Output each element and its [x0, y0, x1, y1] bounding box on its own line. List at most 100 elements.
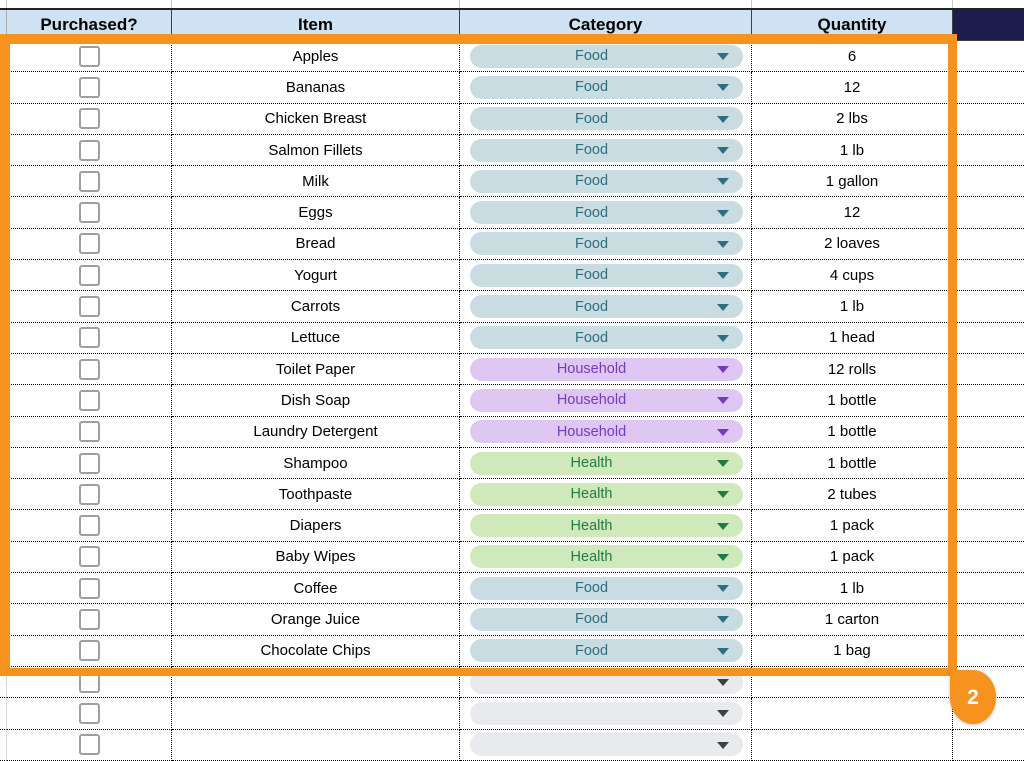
category-dropdown[interactable]: Food	[470, 639, 743, 663]
extra-cell[interactable]	[953, 197, 1024, 229]
checkbox[interactable]	[78, 546, 100, 568]
category-dropdown[interactable]: Household	[470, 420, 743, 444]
header-item[interactable]: Item	[172, 10, 460, 40]
extra-cell[interactable]	[953, 573, 1024, 605]
extra-cell[interactable]	[953, 448, 1024, 480]
item-cell[interactable]	[172, 729, 460, 761]
checkbox[interactable]	[78, 76, 100, 98]
checkbox[interactable]	[78, 734, 100, 756]
quantity-cell[interactable]: 2 lbs	[752, 103, 953, 135]
extra-cell[interactable]	[953, 291, 1024, 323]
extra-cell[interactable]	[953, 104, 1024, 135]
category-dropdown[interactable]: Food	[470, 576, 743, 600]
category-dropdown[interactable]: Food	[470, 107, 743, 131]
category-dropdown[interactable]: Food	[470, 75, 743, 99]
extra-cell[interactable]	[953, 698, 1024, 730]
checkbox[interactable]	[78, 45, 100, 67]
item-cell[interactable]: Lettuce	[172, 322, 460, 354]
quantity-cell[interactable]: 1 head	[752, 322, 953, 354]
item-cell[interactable]: Yogurt	[172, 260, 460, 292]
extra-cell[interactable]	[953, 41, 1024, 73]
category-dropdown[interactable]: Food	[470, 295, 743, 319]
extra-cell[interactable]	[953, 479, 1024, 511]
item-cell[interactable]: Coffee	[172, 573, 460, 605]
category-dropdown[interactable]	[470, 670, 743, 694]
quantity-cell[interactable]: 1 lb	[752, 291, 953, 323]
item-cell[interactable]: Shampoo	[172, 447, 460, 480]
checkbox[interactable]	[78, 202, 100, 224]
quantity-cell[interactable]	[752, 666, 953, 699]
item-cell[interactable]: Orange Juice	[172, 604, 460, 636]
extra-cell[interactable]	[953, 354, 1024, 386]
category-dropdown[interactable]	[470, 733, 743, 757]
checkbox[interactable]	[78, 358, 100, 380]
category-dropdown[interactable]: Food	[470, 169, 743, 193]
checkbox[interactable]	[78, 389, 100, 411]
extra-cell[interactable]	[953, 510, 1024, 542]
checkbox[interactable]	[78, 139, 100, 161]
item-cell[interactable]: Eggs	[172, 197, 460, 229]
extra-cell[interactable]	[953, 542, 1024, 574]
item-cell[interactable]: Chicken Breast	[172, 103, 460, 135]
header-category[interactable]: Category	[460, 10, 752, 40]
checkbox[interactable]	[78, 108, 100, 130]
item-cell[interactable]: Apples	[172, 41, 460, 73]
extra-cell[interactable]	[953, 730, 1024, 761]
quantity-cell[interactable]: 2 loaves	[752, 228, 953, 261]
extra-cell[interactable]	[953, 636, 1024, 667]
checkbox[interactable]	[78, 264, 100, 286]
quantity-cell[interactable]	[752, 698, 953, 730]
header-quantity[interactable]: Quantity	[752, 10, 953, 40]
quantity-cell[interactable]: 12 rolls	[752, 353, 953, 386]
quantity-cell[interactable]: 1 bottle	[752, 385, 953, 417]
checkbox[interactable]	[78, 640, 100, 662]
checkbox[interactable]	[78, 296, 100, 318]
checkbox[interactable]	[78, 327, 100, 349]
item-cell[interactable]: Laundry Detergent	[172, 416, 460, 448]
item-cell[interactable]: Carrots	[172, 291, 460, 323]
category-dropdown[interactable]: Food	[470, 607, 743, 631]
item-cell[interactable]: Baby Wipes	[172, 541, 460, 574]
extra-cell[interactable]	[953, 323, 1024, 354]
checkbox[interactable]	[78, 515, 100, 537]
category-dropdown[interactable]: Household	[470, 388, 743, 412]
category-dropdown[interactable]: Health	[470, 451, 743, 475]
quantity-cell[interactable]: 4 cups	[752, 260, 953, 292]
category-dropdown[interactable]: Household	[470, 357, 743, 381]
header-dark-cell[interactable]	[953, 10, 1024, 40]
item-cell[interactable]: Toilet Paper	[172, 353, 460, 386]
item-cell[interactable]: Milk	[172, 166, 460, 198]
quantity-cell[interactable]	[752, 729, 953, 761]
checkbox[interactable]	[78, 577, 100, 599]
extra-cell[interactable]	[953, 72, 1024, 104]
checkbox[interactable]	[78, 421, 100, 443]
quantity-cell[interactable]: 1 bottle	[752, 447, 953, 480]
item-cell[interactable]	[172, 698, 460, 730]
quantity-cell[interactable]: 12	[752, 197, 953, 229]
checkbox[interactable]	[78, 608, 100, 630]
item-cell[interactable]: Diapers	[172, 510, 460, 542]
checkbox[interactable]	[78, 170, 100, 192]
quantity-cell[interactable]: 1 pack	[752, 541, 953, 574]
item-cell[interactable]: Toothpaste	[172, 479, 460, 511]
extra-cell[interactable]	[953, 135, 1024, 167]
category-dropdown[interactable]: Health	[470, 482, 743, 506]
header-purchased[interactable]: Purchased?	[7, 10, 172, 40]
category-dropdown[interactable]: Food	[470, 44, 743, 68]
extra-cell[interactable]	[953, 417, 1024, 448]
category-dropdown[interactable]	[470, 701, 743, 725]
quantity-cell[interactable]: 1 lb	[752, 134, 953, 167]
extra-cell[interactable]	[953, 604, 1024, 636]
extra-cell[interactable]	[953, 166, 1024, 198]
checkbox[interactable]	[78, 483, 100, 505]
quantity-cell[interactable]: 1 bag	[752, 635, 953, 667]
item-cell[interactable]: Bread	[172, 228, 460, 261]
category-dropdown[interactable]: Food	[470, 263, 743, 287]
category-dropdown[interactable]: Food	[470, 201, 743, 225]
quantity-cell[interactable]: 1 bottle	[752, 416, 953, 448]
extra-cell[interactable]	[953, 229, 1024, 261]
item-cell[interactable]: Salmon Fillets	[172, 134, 460, 167]
quantity-cell[interactable]: 1 carton	[752, 604, 953, 636]
quantity-cell[interactable]: 1 gallon	[752, 166, 953, 198]
quantity-cell[interactable]: 6	[752, 41, 953, 73]
